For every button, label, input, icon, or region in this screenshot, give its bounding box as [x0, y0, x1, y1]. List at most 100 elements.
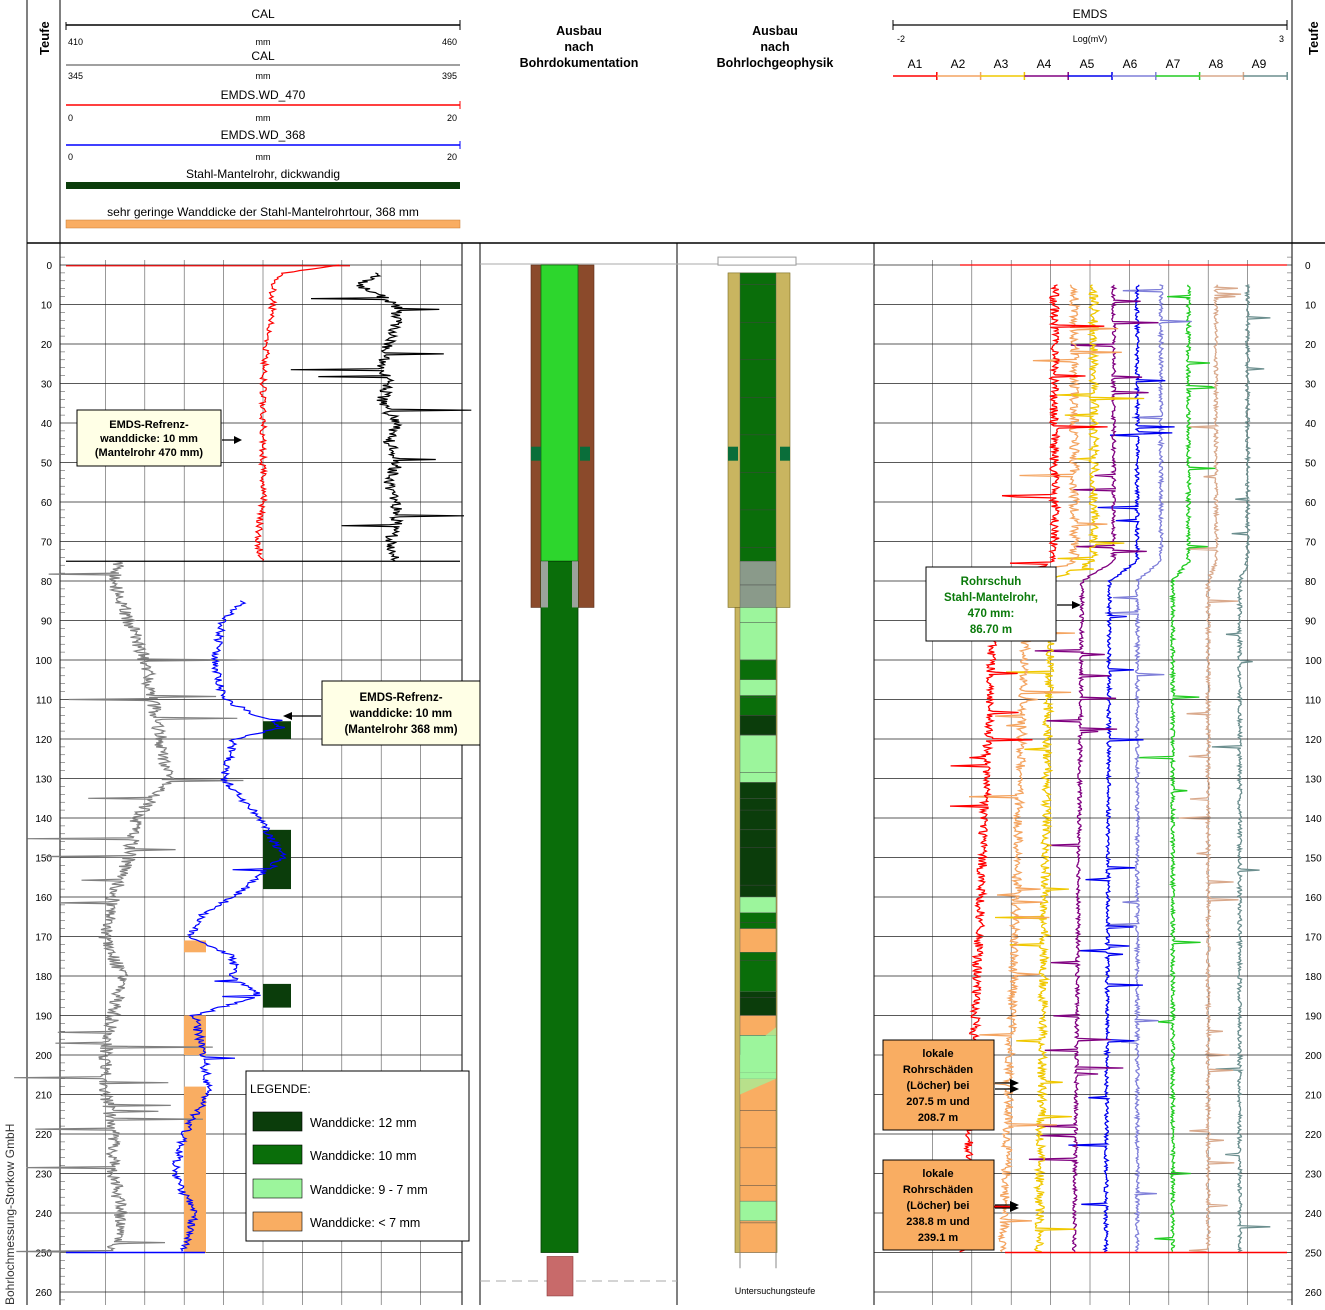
annotation-damage2-line3: (Löcher) bei [907, 1200, 970, 1212]
curve-emds-a3 [1137, 284, 1216, 1252]
wall-interval [739, 679, 777, 696]
annotation-ref470-line2: wanddicke: 10 mm [99, 433, 198, 445]
wellhead-geo [717, 256, 797, 266]
curve-emds-a7 [994, 284, 1145, 1253]
depth-tick-left: 100 [35, 656, 52, 667]
curve-emds-a1 [1211, 284, 1271, 1253]
track1-name: CAL [251, 7, 275, 21]
emds-channel-label: A9 [1252, 57, 1267, 71]
col-doc-line2: nach [564, 40, 593, 54]
annotation-damage1-line3: (Löcher) bei [907, 1080, 970, 1092]
casing-by-documentation [530, 264, 595, 1297]
annotation-damage2-line1: lokale [922, 1168, 953, 1180]
legend-label-10mm: Wanddicke: 10 mm [310, 1149, 417, 1163]
depth-tick-left: 220 [35, 1130, 52, 1141]
curve-emds-wd-368 [171, 600, 287, 1252]
annotation-shoe-line3: 470 mm: [968, 608, 1015, 620]
casing-368-doc [540, 560, 579, 1253]
curve-emds-wd-470 [253, 264, 340, 562]
wall-interval [739, 715, 777, 736]
depth-tick-left: 70 [41, 538, 53, 549]
depth-tick-right: 240 [1305, 1209, 1322, 1220]
shoe-doc-left [541, 561, 548, 608]
col-doc-line3: Bohrdokumentation [520, 56, 639, 70]
annotation-casing-shoe: Rohrschuh Stahl-Mantelrohr, 470 mm: 86.7… [925, 566, 1081, 642]
depth-tick-left: 80 [41, 577, 53, 588]
wall-interval [739, 607, 777, 661]
depth-tick-left: 240 [35, 1209, 52, 1220]
annotation-damage-1: lokale Rohrschäden (Löcher) bei 207.5 m … [882, 1039, 1019, 1131]
depth-tick-right: 50 [1305, 459, 1317, 470]
curves [14, 264, 472, 1254]
col-geo-line2: nach [760, 40, 789, 54]
depth-tick-right: 40 [1305, 419, 1317, 430]
depth-tick-left: 120 [35, 735, 52, 746]
wall-interval [739, 829, 777, 898]
emds-channel-label: A5 [1080, 57, 1095, 71]
wall-interval [739, 1200, 777, 1222]
sump-doc [546, 1256, 574, 1297]
depth-tick-right: 170 [1305, 933, 1322, 944]
depth-tick-left: 60 [41, 498, 53, 509]
annotation-shoe-line4: 86.70 m [970, 624, 1012, 636]
depth-tick-right: 100 [1305, 656, 1322, 667]
depth-tick-left: 140 [35, 814, 52, 825]
annotation-damage1-line5: 208.7 m [918, 1112, 959, 1124]
curve-cal-470 [290, 272, 472, 562]
teufe-label-left: Teufe [37, 21, 52, 55]
legend-swatch-lt7mm [252, 1211, 303, 1232]
emds-channel-label: A4 [1037, 57, 1052, 71]
curve-emds-a2 [1178, 284, 1242, 1253]
header: Teufe Teufe CAL 410 mm 460 CAL 345 mm 39… [37, 7, 1321, 229]
col-doc-line1: Ausbau [556, 24, 602, 38]
depth-tick-right: 250 [1305, 1249, 1322, 1260]
depth-tick-left: 0 [46, 261, 52, 272]
wall-interval [739, 928, 777, 953]
depth-tick-left: 160 [35, 893, 52, 904]
depth-tick-right: 70 [1305, 538, 1317, 549]
annotation-ref470-line3: (Mantelrohr 470 mm) [95, 447, 204, 459]
annotation-damage1-line1: lokale [922, 1048, 953, 1060]
track1-unit: mm [256, 37, 271, 47]
emds-channel-scales: A1 A2 A3 A4 A5 A6 A7 A8 A9 [893, 57, 1288, 80]
wall-interval [739, 991, 777, 1016]
legend-label-9-7mm: Wanddicke: 9 - 7 mm [310, 1183, 428, 1197]
depth-tick-right: 160 [1305, 893, 1322, 904]
depth-tick-right: 20 [1305, 340, 1317, 351]
depth-tick-left: 50 [41, 459, 53, 470]
track3-name: EMDS.WD_470 [221, 88, 306, 102]
depth-tick-right: 150 [1305, 854, 1322, 865]
centralizer-doc-right [580, 446, 590, 461]
annotation-damage2-line4: 238.8 m und [906, 1216, 970, 1228]
depth-tick-right: 0 [1305, 261, 1311, 272]
fill-orange-swatch [65, 219, 461, 229]
depth-tick-right: 60 [1305, 498, 1317, 509]
depth-tick-right: 200 [1305, 1051, 1322, 1062]
depth-tick-left: 170 [35, 933, 52, 944]
company-label: Bohrlochmessung-Storkow GmbH [3, 1124, 17, 1305]
fill-thin-wall [184, 1015, 206, 1055]
legend-title: LEGENDE: [250, 1082, 311, 1096]
wall-interval [739, 912, 777, 929]
track4-max: 20 [447, 152, 457, 162]
legend-swatch-10mm [252, 1144, 303, 1165]
wall-interval [739, 659, 777, 680]
track4-name: EMDS.WD_368 [221, 128, 306, 142]
transition-wedge [740, 1027, 776, 1095]
legend-label-12mm: Wanddicke: 12 mm [310, 1116, 417, 1130]
curve-emds-a8 [968, 284, 1122, 1253]
emds-channel-label: A8 [1209, 57, 1224, 71]
depth-tick-left: 260 [35, 1288, 52, 1299]
centralizer-doc-left [531, 446, 541, 461]
wall-interval [739, 896, 777, 914]
casing-by-geophysics [717, 256, 797, 1269]
untersuchungsteufe-label: Untersuchungsteufe [735, 1286, 816, 1296]
depth-tick-right: 90 [1305, 617, 1317, 628]
depth-tick-left: 150 [35, 854, 52, 865]
curve-cal-368 [14, 560, 244, 1254]
depth-tick-left: 190 [35, 1012, 52, 1023]
track4-unit: mm [256, 152, 271, 162]
depth-tick-right: 120 [1305, 735, 1322, 746]
track4-min: 0 [68, 152, 73, 162]
